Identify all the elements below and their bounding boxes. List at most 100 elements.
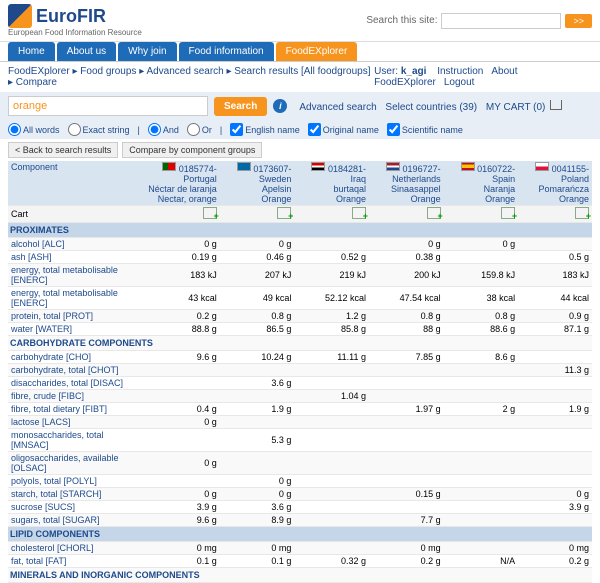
component-name[interactable]: lactose [LACS]	[8, 416, 128, 429]
table-row: oligosaccharides, available [OLSAC]0 g	[8, 452, 592, 475]
nav-tab[interactable]: Food information	[179, 42, 274, 61]
table-row: carbohydrate [CHO]9.6 g10.24 g11.11 g7.8…	[8, 351, 592, 364]
add-to-cart-icon[interactable]	[203, 207, 217, 219]
value-cell: 0 g	[128, 488, 220, 501]
table-row: protein, total [PROT]0.2 g0.8 g1.2 g0.8 …	[8, 310, 592, 323]
value-cell: 0.8 g	[444, 310, 519, 323]
add-to-cart-icon[interactable]	[427, 207, 441, 219]
value-cell: 88 g	[369, 323, 444, 336]
search-input[interactable]	[8, 96, 208, 116]
table-row: energy, total metabolisable [ENERC]43 kc…	[8, 287, 592, 310]
site-search-input[interactable]	[441, 13, 561, 29]
value-cell	[444, 390, 519, 403]
back-button[interactable]: < Back to search results	[8, 142, 118, 158]
country-column-header[interactable]: 0160722-SpainNaranjaOrange	[444, 161, 519, 206]
component-name[interactable]: carbohydrate, total [CHOT]	[8, 364, 128, 377]
component-name[interactable]: ash [ASH]	[8, 251, 128, 264]
component-name[interactable]: water [WATER]	[8, 323, 128, 336]
country-column-header[interactable]: 0184281-IraqburtaqalOrange	[294, 161, 369, 206]
value-cell: 0.9 g	[518, 310, 592, 323]
value-cell: 0.4 g	[128, 403, 220, 416]
table-row: polyols, total [POLYL]0 g	[8, 475, 592, 488]
info-icon[interactable]: i	[273, 99, 287, 113]
component-name[interactable]: oligosaccharides, available [OLSAC]	[8, 452, 128, 475]
country-column-header[interactable]: 0185774-PortugalNéctar de laranjaNectar,…	[128, 161, 220, 206]
user-link[interactable]: Instruction	[437, 66, 483, 77]
nav-tab[interactable]: About us	[57, 42, 116, 61]
advanced-search-link[interactable]: Advanced search	[299, 102, 376, 113]
cart-header: Cart	[8, 206, 128, 223]
value-cell	[294, 488, 369, 501]
cart-link[interactable]: MY CART (0)	[486, 102, 562, 113]
component-name[interactable]: protein, total [PROT]	[8, 310, 128, 323]
component-name[interactable]: carbohydrate [CHO]	[8, 351, 128, 364]
opt-english[interactable]: English name	[230, 123, 300, 136]
table-row: sugars, total [SUGAR]9.6 g8.9 g7.7 g	[8, 514, 592, 527]
value-cell: 0 mg	[220, 542, 295, 555]
value-cell	[294, 452, 369, 475]
value-cell: 183 kJ	[128, 264, 220, 287]
value-cell	[128, 429, 220, 452]
value-cell: 1.9 g	[220, 403, 295, 416]
value-cell: 8.9 g	[220, 514, 295, 527]
nav-tab[interactable]: FoodEXplorer	[276, 42, 358, 61]
opt-and[interactable]: And	[148, 123, 179, 136]
value-cell	[128, 377, 220, 390]
component-name[interactable]: disaccharides, total [DISAC]	[8, 377, 128, 390]
value-cell: 159.8 kJ	[444, 264, 519, 287]
value-cell: 47.54 kcal	[369, 287, 444, 310]
select-countries-link[interactable]: Select countries (39)	[385, 102, 477, 113]
value-cell	[518, 238, 592, 251]
component-name[interactable]: alcohol [ALC]	[8, 238, 128, 251]
country-column-header[interactable]: 0173607-SwedenApelsinOrange	[220, 161, 295, 206]
component-name[interactable]: fibre, crude [FIBC]	[8, 390, 128, 403]
component-name[interactable]: energy, total metabolisable [ENERC]	[8, 264, 128, 287]
logo-icon	[8, 4, 32, 28]
nav-tab[interactable]: Why join	[118, 42, 176, 61]
value-cell: 9.6 g	[128, 351, 220, 364]
search-button[interactable]: Search	[214, 97, 267, 116]
component-name[interactable]: fibre, total dietary [FIBT]	[8, 403, 128, 416]
component-name[interactable]: fat, total [FAT]	[8, 555, 128, 568]
value-cell: 0 g	[220, 488, 295, 501]
value-cell: 1.2 g	[294, 310, 369, 323]
component-name[interactable]: sucrose [SUCS]	[8, 501, 128, 514]
component-name[interactable]: sugars, total [SUGAR]	[8, 514, 128, 527]
breadcrumb[interactable]: FoodEXplorer ▸ Food groups ▸ Advanced se…	[8, 66, 374, 88]
logo[interactable]: EuroFIR	[8, 4, 142, 28]
component-name[interactable]: starch, total [STARCH]	[8, 488, 128, 501]
user-link[interactable]: Logout	[444, 77, 475, 88]
nav-tab[interactable]: Home	[8, 42, 55, 61]
opt-original[interactable]: Original name	[308, 123, 379, 136]
opt-scientific[interactable]: Scientific name	[387, 123, 463, 136]
add-to-cart-icon[interactable]	[501, 207, 515, 219]
component-name[interactable]: energy, total metabolisable [ENERC]	[8, 287, 128, 310]
main-nav: HomeAbout usWhy joinFood informationFood…	[0, 42, 600, 62]
value-cell	[294, 364, 369, 377]
add-to-cart-icon[interactable]	[575, 207, 589, 219]
value-cell	[444, 452, 519, 475]
component-name[interactable]: monosaccharides, total [MNSAC]	[8, 429, 128, 452]
site-search-button[interactable]: >>	[565, 14, 592, 28]
value-cell: 0 mg	[369, 542, 444, 555]
component-name[interactable]: cholesterol [CHORL]	[8, 542, 128, 555]
compare-groups-button[interactable]: Compare by component groups	[122, 142, 262, 158]
table-row: alcohol [ALC]0 g0 g0 g0 g	[8, 238, 592, 251]
add-to-cart-icon[interactable]	[352, 207, 366, 219]
component-name[interactable]: polyols, total [POLYL]	[8, 475, 128, 488]
component-header: Component	[8, 161, 128, 206]
opt-or[interactable]: Or	[187, 123, 212, 136]
country-column-header[interactable]: 0041155-PolandPomarańczaOrange	[518, 161, 592, 206]
country-column-header[interactable]: 0196727-NetherlandsSinaasappelOrange	[369, 161, 444, 206]
value-cell: 200 kJ	[369, 264, 444, 287]
value-cell: 9.6 g	[128, 514, 220, 527]
add-to-cart-icon[interactable]	[277, 207, 291, 219]
value-cell: 0 g	[444, 238, 519, 251]
value-cell	[369, 377, 444, 390]
user-links: User: k_agi InstructionAbout FoodEXplore…	[374, 66, 592, 88]
value-cell	[518, 475, 592, 488]
opt-all-words[interactable]: All words	[8, 123, 60, 136]
logo-subtitle: European Food Information Resource	[8, 28, 142, 37]
opt-exact[interactable]: Exact string	[68, 123, 130, 136]
value-cell	[369, 501, 444, 514]
